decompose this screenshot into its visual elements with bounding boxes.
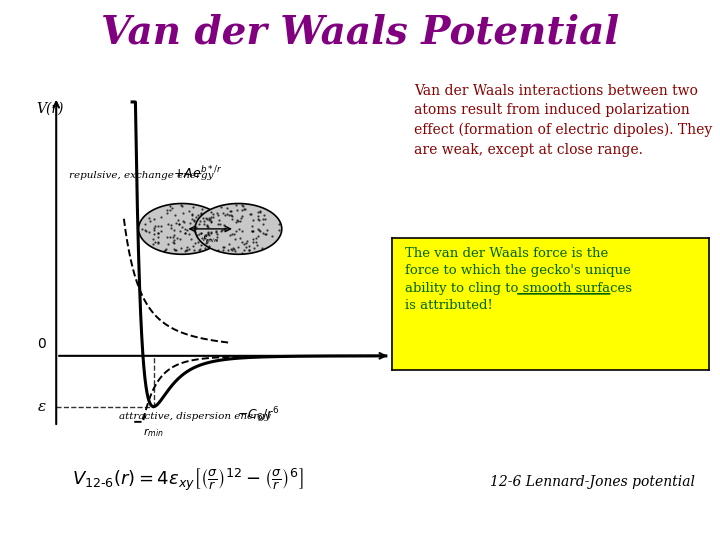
Text: $r_{min}$: $r_{min}$ — [202, 234, 219, 246]
Text: $-C_6/r^6$: $-C_6/r^6$ — [237, 406, 279, 424]
Text: $+Ae^{b*/r}$: $+Ae^{b*/r}$ — [174, 165, 223, 181]
Text: V(r): V(r) — [37, 102, 64, 116]
Text: $r_{min}$: $r_{min}$ — [143, 426, 164, 438]
Text: Van der Waals interactions between two
atoms result from induced polarization
ef: Van der Waals interactions between two a… — [414, 84, 712, 157]
Text: r: r — [396, 338, 403, 352]
Text: 12-6 Lennard-Jones potential: 12-6 Lennard-Jones potential — [490, 475, 695, 489]
Polygon shape — [195, 204, 282, 254]
Text: ε: ε — [37, 400, 46, 414]
Text: $V_{12\text{-}6}(r) = 4\varepsilon_{xy}\left[\left(\frac{\sigma}{r}\right)^{12} : $V_{12\text{-}6}(r) = 4\varepsilon_{xy}\… — [72, 467, 304, 494]
Text: The van der Waals force is the
force to which the gecko's unique
ability to clin: The van der Waals force is the force to … — [405, 247, 632, 312]
Text: Van der Waals Potential: Van der Waals Potential — [101, 14, 619, 51]
Text: repulsive, exchange energy: repulsive, exchange energy — [69, 171, 214, 180]
Polygon shape — [139, 204, 225, 254]
Text: attractive, dispersion energy: attractive, dispersion energy — [119, 413, 270, 421]
Text: 0: 0 — [37, 337, 46, 351]
